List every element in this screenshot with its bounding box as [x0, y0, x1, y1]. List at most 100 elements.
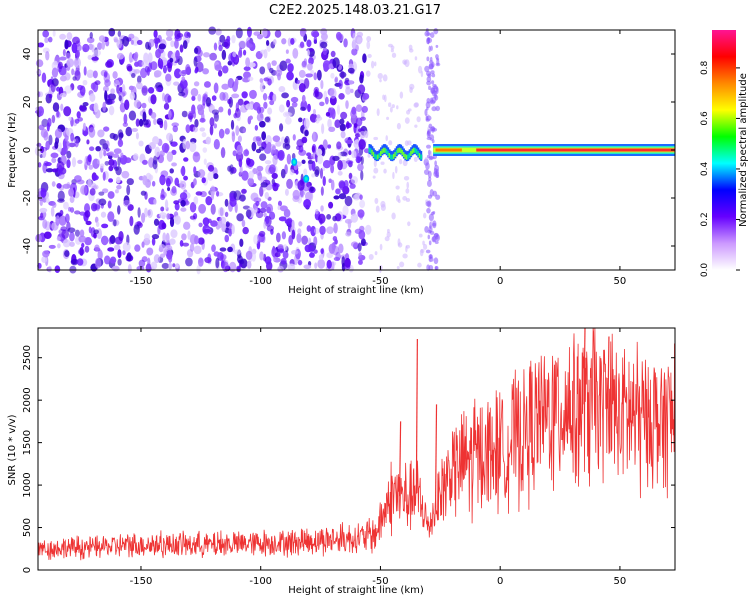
noise-blob — [303, 199, 312, 209]
snr-spike — [583, 327, 586, 405]
noise-blob — [256, 112, 264, 122]
noise-blob — [395, 185, 400, 190]
noise-blob — [345, 231, 352, 237]
noise-blob — [52, 202, 57, 208]
noise-blob — [278, 86, 286, 93]
noise-blob — [141, 102, 147, 109]
signal-mark — [392, 153, 395, 159]
noise-blob — [175, 49, 180, 60]
noise-blob — [427, 229, 432, 234]
noise-blob — [126, 178, 134, 186]
noise-blob — [310, 30, 319, 38]
noise-blob — [217, 70, 223, 77]
noise-blob — [70, 132, 75, 142]
noise-blob — [59, 33, 67, 40]
noise-blob — [54, 265, 61, 273]
noise-blob — [150, 61, 158, 71]
noise-blob — [301, 235, 309, 245]
signal-mark — [374, 153, 377, 159]
snr-frame — [37, 327, 676, 571]
noise-blob — [385, 135, 388, 142]
noise-blob — [231, 93, 240, 99]
noise-blob — [281, 38, 287, 45]
noise-blob — [166, 132, 173, 142]
noise-blob — [387, 43, 393, 48]
signal-mark — [420, 154, 423, 160]
noise-blob — [87, 54, 93, 60]
noise-blob — [165, 232, 170, 244]
noise-blob — [330, 179, 335, 191]
noise-blob — [345, 160, 354, 165]
noise-blob — [169, 238, 176, 245]
snr-spike — [415, 339, 418, 494]
noise-blob — [116, 185, 122, 190]
noise-blob — [128, 110, 137, 121]
noise-blob — [95, 146, 102, 152]
noise-blob — [428, 123, 433, 129]
noise-blob — [402, 196, 408, 201]
noise-blob — [109, 132, 116, 139]
noise-blob — [308, 57, 314, 65]
noise-blob — [45, 197, 50, 204]
noise-blob — [207, 253, 212, 262]
x-tick-label: -150 — [130, 276, 153, 287]
noise-blob — [261, 131, 267, 141]
noise-blob — [348, 150, 352, 156]
noise-blob — [315, 91, 323, 100]
noise-blob — [108, 236, 113, 245]
noise-blob — [74, 118, 80, 124]
noise-blob — [181, 76, 186, 82]
noise-blob — [253, 234, 259, 245]
noise-blob — [101, 40, 106, 50]
snr-marks — [37, 327, 676, 561]
noise-blob — [313, 227, 320, 235]
noise-blob — [161, 262, 170, 269]
noise-blob — [427, 170, 432, 178]
noise-blob — [301, 94, 306, 103]
signal-mark — [388, 153, 391, 159]
noise-blob — [291, 101, 298, 108]
noise-blob — [66, 159, 71, 169]
noise-blob — [436, 174, 440, 178]
noise-blob — [220, 147, 226, 159]
noise-blob — [329, 87, 337, 99]
spectrogram-y-label: Frequency (Hz) — [7, 112, 18, 188]
noise-blob — [202, 217, 210, 226]
noise-blob — [180, 167, 185, 175]
noise-blob — [284, 188, 289, 196]
noise-blob — [287, 63, 294, 73]
noise-blob — [219, 216, 227, 225]
noise-blob — [247, 76, 254, 82]
noise-blob — [272, 93, 277, 102]
noise-blob — [425, 249, 431, 254]
noise-blob — [286, 178, 293, 190]
noise-blob — [107, 200, 112, 209]
noise-blob — [219, 91, 226, 101]
noise-blob — [142, 159, 148, 165]
noise-blob — [328, 63, 334, 70]
noise-blob — [414, 102, 419, 108]
noise-blob — [174, 215, 181, 225]
noise-blob — [185, 124, 191, 134]
x-tick-label: -100 — [249, 276, 272, 287]
noise-blob — [88, 127, 96, 138]
noise-blob — [116, 84, 120, 94]
colorbar: 0.0 0.2 0.4 0.6 0.8 Normalized spectral ampl… — [700, 30, 749, 277]
noise-blob — [341, 256, 346, 268]
noise-blob — [176, 32, 184, 38]
noise-blob — [352, 32, 356, 43]
noise-blob — [290, 96, 299, 103]
noise-blob — [282, 142, 286, 149]
noise-blob — [382, 74, 388, 82]
noise-blob — [309, 252, 315, 258]
noise-blob — [138, 259, 146, 268]
noise-blob — [218, 128, 225, 139]
noise-blob — [282, 244, 288, 251]
noise-blob — [115, 189, 119, 194]
snr-panel: -150 -100 -50 0 50 0 500 1000 1500 2000 2500 Heig… — [7, 327, 676, 596]
noise-blob — [165, 28, 174, 38]
noise-blob — [68, 142, 76, 148]
noise-blob — [286, 71, 294, 81]
noise-blob — [298, 221, 303, 227]
noise-blob — [280, 168, 286, 179]
